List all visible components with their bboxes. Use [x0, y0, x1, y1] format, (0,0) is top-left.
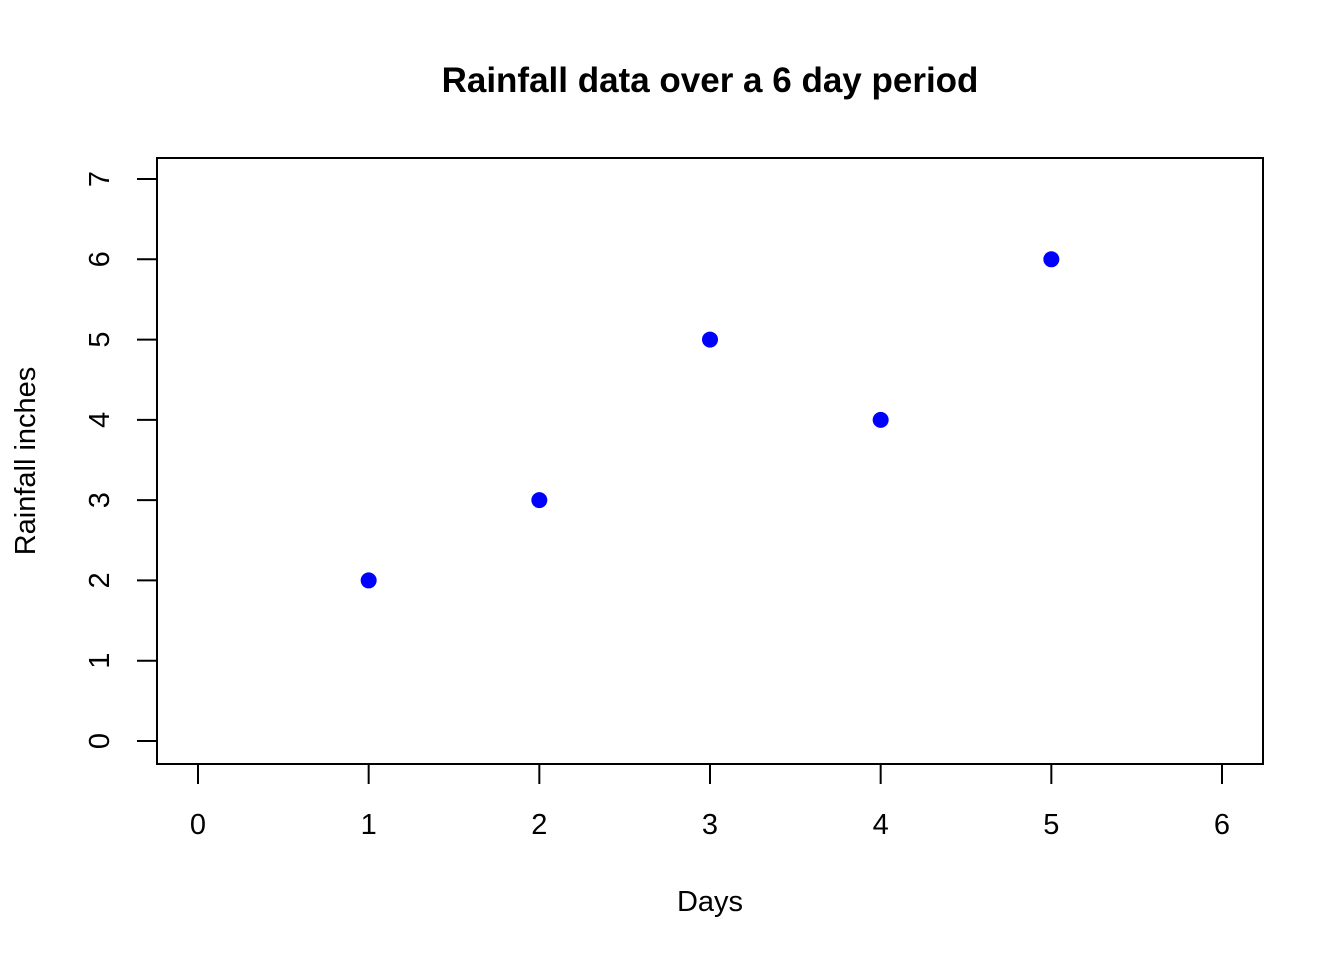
x-tick-label: 2: [531, 809, 547, 841]
y-tick-label: 2: [84, 572, 116, 588]
data-point: [531, 492, 548, 509]
x-axis: 0 1 2 3 4 5 6: [190, 763, 1230, 841]
x-tick-label: 5: [1043, 809, 1059, 841]
chart-title: Rainfall data over a 6 day period: [442, 61, 979, 100]
data-point: [872, 411, 889, 428]
y-axis: 0 1 2 3 4 5 6 7: [84, 171, 158, 749]
y-tick-label: 7: [84, 171, 116, 187]
x-tick-label: 1: [361, 809, 377, 841]
y-tick-label: 6: [84, 251, 116, 267]
data-point: [360, 572, 377, 589]
x-tick-label: 4: [873, 809, 889, 841]
x-axis-label: Days: [677, 886, 743, 918]
x-tick-label: 3: [702, 809, 718, 841]
data-point: [702, 331, 718, 348]
plot-frame: [156, 157, 1264, 765]
x-tick-label: 0: [190, 809, 206, 841]
y-tick-label: 3: [84, 492, 116, 508]
y-tick-label: 5: [84, 332, 116, 348]
y-tick-label: 4: [84, 412, 116, 428]
y-tick-label: 0: [84, 733, 116, 749]
x-tick-label: 6: [1214, 809, 1230, 841]
data-point: [1043, 251, 1060, 268]
data-points: [360, 251, 1060, 589]
y-tick-label: 1: [84, 653, 116, 669]
y-axis-label: Rainfall inches: [10, 367, 42, 556]
